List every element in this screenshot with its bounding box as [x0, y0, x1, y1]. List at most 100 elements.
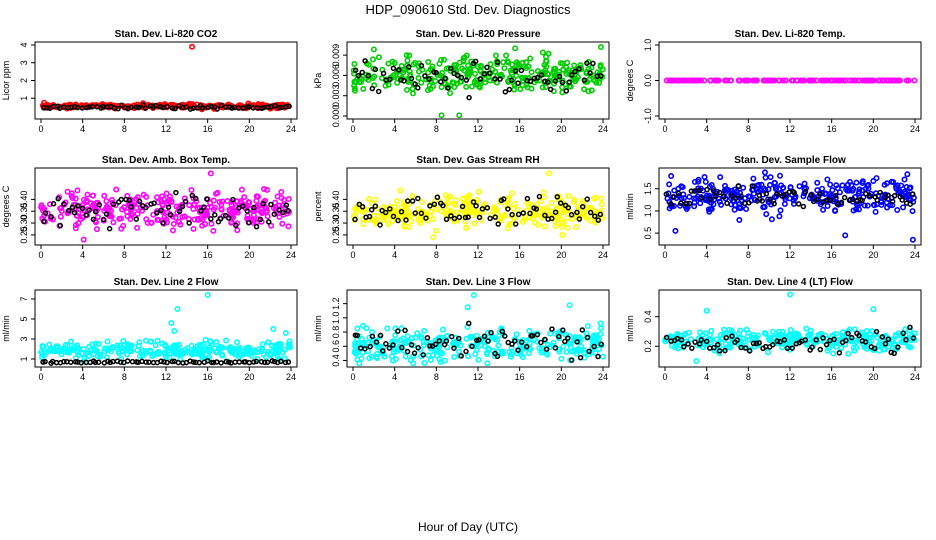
data-point — [224, 198, 231, 205]
data-point — [741, 77, 748, 84]
data-point — [829, 187, 836, 194]
reference-point — [515, 347, 521, 353]
reference-point — [742, 345, 749, 351]
data-point — [583, 214, 590, 221]
data-point — [475, 356, 482, 363]
reference-point — [595, 353, 601, 360]
reference-point — [568, 357, 575, 363]
reference-point — [554, 194, 561, 200]
data-point — [853, 344, 860, 351]
data-point — [495, 342, 502, 349]
data-point — [595, 346, 602, 353]
reference-point — [476, 214, 483, 221]
reference-point — [520, 210, 526, 216]
data-point — [464, 353, 471, 360]
data-point — [421, 327, 428, 334]
reference-point — [885, 336, 892, 343]
reference-point — [565, 204, 572, 211]
data-point — [104, 338, 111, 345]
reference-point — [411, 350, 418, 356]
reference-point — [584, 334, 591, 341]
data-point — [597, 62, 604, 69]
reference-point — [903, 336, 909, 343]
data-point — [722, 340, 729, 347]
panel-title: Stan. Dev. Line 3 Flow — [426, 277, 531, 288]
data-point — [447, 209, 454, 216]
reference-point — [802, 188, 809, 195]
data-point — [89, 341, 96, 348]
data-point — [174, 305, 181, 312]
reference-point — [154, 210, 160, 216]
data-point — [466, 66, 473, 73]
data-point — [492, 68, 499, 75]
data-point — [425, 352, 432, 359]
y-tick-label: 0.30 — [331, 214, 341, 232]
y-tick-label: 0.0 — [643, 74, 653, 87]
data-point — [410, 353, 417, 360]
reference-point — [484, 205, 491, 211]
data-points — [350, 170, 606, 241]
data-point — [278, 188, 285, 195]
data-point — [418, 198, 425, 205]
data-point — [528, 69, 535, 76]
data-points — [663, 77, 918, 84]
data-point — [855, 190, 862, 197]
x-tick-label: 24 — [598, 372, 608, 382]
data-point — [93, 347, 100, 354]
data-point — [103, 198, 110, 205]
data-point — [832, 207, 839, 214]
y-axis-label: degrees C — [625, 59, 635, 101]
data-point — [578, 211, 585, 218]
data-point — [668, 172, 675, 179]
data-point — [894, 77, 901, 84]
data-point — [473, 81, 480, 88]
data-point — [563, 348, 570, 355]
data-point — [864, 202, 871, 209]
data-points — [38, 291, 293, 366]
data-point — [511, 82, 518, 89]
data-point — [432, 227, 439, 234]
reference-point — [859, 197, 865, 204]
reference-point — [136, 198, 143, 205]
data-point — [72, 225, 79, 232]
reference-point — [543, 346, 550, 352]
reference-point — [106, 225, 113, 232]
reference-point — [746, 348, 753, 354]
reference-point — [479, 206, 486, 212]
data-point — [598, 325, 605, 332]
data-point — [155, 348, 162, 355]
data-point — [148, 338, 155, 345]
data-point — [839, 182, 846, 189]
reference-point — [179, 203, 186, 210]
reference-point — [369, 333, 376, 340]
data-point — [523, 59, 530, 66]
data-point — [392, 332, 399, 339]
data-point — [526, 327, 533, 334]
data-point — [752, 77, 759, 84]
data-point — [572, 223, 579, 230]
x-tick-label: 20 — [556, 372, 566, 382]
data-point — [441, 357, 448, 364]
reference-point — [595, 217, 602, 223]
x-tick-label: 12 — [161, 124, 171, 134]
data-point — [430, 234, 437, 241]
data-points — [351, 292, 606, 366]
reference-point — [57, 222, 64, 229]
data-point — [833, 330, 840, 337]
data-point — [259, 341, 266, 348]
data-point — [143, 193, 150, 200]
data-point — [200, 341, 207, 348]
x-tick-label: 8 — [746, 372, 751, 382]
data-point — [406, 52, 413, 59]
data-point — [859, 187, 866, 194]
reference-point — [377, 332, 384, 339]
data-point — [401, 223, 408, 230]
reference-point — [487, 215, 493, 222]
data-point — [58, 207, 65, 214]
data-point — [539, 84, 546, 91]
reference-point — [223, 358, 229, 365]
reference-point — [462, 214, 469, 221]
data-point — [868, 77, 875, 84]
x-tick-label: 8 — [434, 372, 439, 382]
data-point — [803, 325, 810, 332]
